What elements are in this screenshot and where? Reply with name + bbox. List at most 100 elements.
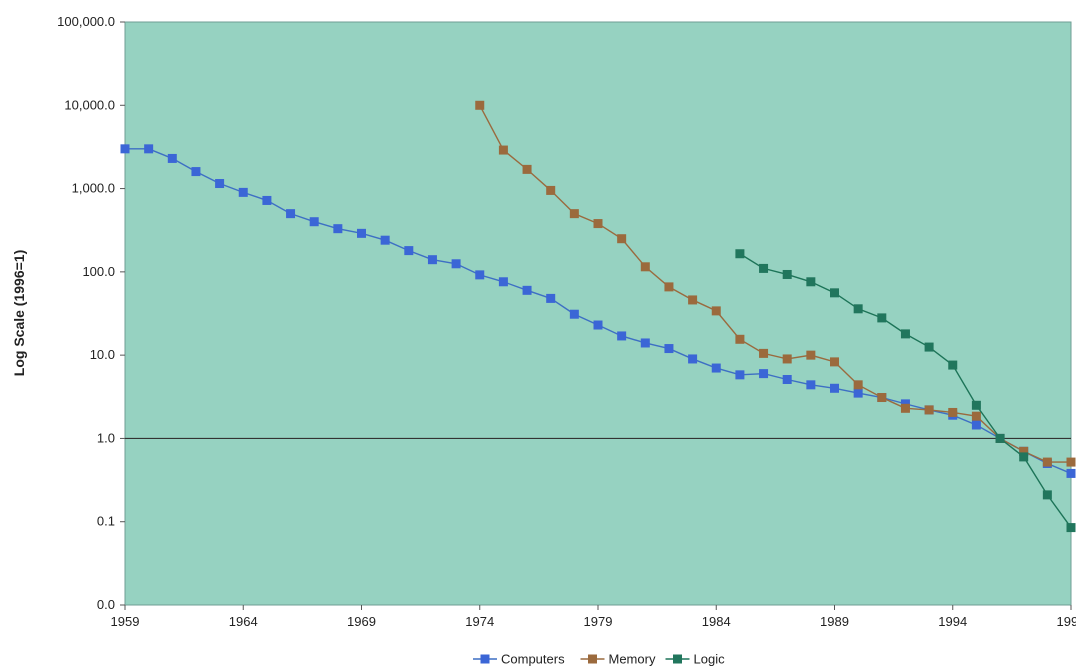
data-point-computers [782,374,792,384]
data-point-memory [735,334,745,344]
data-point-computers [971,420,981,430]
x-tick-label: 1974 [465,614,494,629]
data-point-memory [971,411,981,421]
plot-area [124,21,1072,606]
data-point-computers [830,383,839,393]
data-point-logic [900,329,910,339]
y-tick-label: 0.1 [97,514,115,529]
data-point-computers [380,235,390,245]
x-tick-label: 1959 [111,614,140,629]
x-tick-label: 1994 [938,614,967,629]
series-layer [120,100,1076,533]
data-point-memory [617,234,627,244]
data-point-memory [1042,457,1052,467]
data-point-memory [900,403,910,413]
data-point-logic [1019,452,1029,462]
series-logic [735,249,1076,533]
data-point-computers [853,388,863,398]
data-point-logic [759,263,769,273]
data-point-memory [593,219,603,229]
data-point-logic [924,342,934,352]
data-point-logic [806,277,816,287]
data-point-computers [215,179,225,189]
data-point-computers [451,259,461,269]
x-tick-label: 1964 [229,614,258,629]
data-point-computers [806,380,816,390]
data-point-computers [120,144,130,154]
data-point-logic [853,304,863,314]
y-tick-label: 1.0 [97,430,115,445]
data-point-computers [286,209,296,219]
data-point-computers [759,369,769,379]
legend-item-logic: Logic [665,652,726,667]
data-point-computers [333,224,343,234]
legend-item-computers: Computers [473,652,565,667]
data-point-computers [664,344,674,354]
y-axis-label: Log Scale (1996=1) [11,250,27,376]
data-point-computers [238,187,248,197]
data-point-memory [475,100,485,110]
data-point-computers [427,255,437,265]
y-axis-ticks: 0.0 0.1 1.0 10.0 100.0 1,000.0 10,000.0 100,000… [57,14,125,612]
data-point-computers [617,331,627,341]
data-point-memory [1019,446,1029,456]
data-point-memory [924,405,934,415]
data-point-memory [546,185,556,195]
data-point-memory [853,380,863,390]
data-point-computers [498,277,508,287]
y-tick-label: 0.0 [97,597,115,612]
data-point-memory [688,295,698,305]
legend-label: Logic [694,652,726,667]
x-tick-label: 1984 [702,614,731,629]
x-tick-label: 1969 [347,614,376,629]
data-point-computers [475,270,485,280]
data-point-memory [498,145,508,155]
data-point-computers [640,338,650,348]
data-point-memory [782,354,792,364]
legend-marker [480,654,490,664]
x-tick-label: 1989 [820,614,849,629]
legend-item-memory: Memory [580,652,656,667]
data-point-computers [546,293,556,303]
data-point-memory [877,393,887,403]
data-point-logic [948,360,958,370]
x-tick-label: 1979 [584,614,613,629]
legend-label: Computers [501,652,565,667]
data-point-memory [711,306,721,316]
data-point-logic [1042,490,1052,500]
data-point-memory [569,209,579,219]
data-point-computers [688,354,698,364]
data-point-logic [735,249,745,259]
data-point-computers [569,309,579,319]
data-point-memory [1066,457,1076,467]
data-point-computers [357,228,366,238]
data-point-memory [522,164,532,174]
x-axis-ticks: 1959 1964 1969 1974 1979 1984 1989 1994 1999 [111,605,1076,629]
data-point-memory [948,407,958,417]
data-point-computers [191,167,201,177]
data-point-logic [830,288,839,298]
data-point-logic [782,269,792,279]
y-tick-label: 100,000.0 [57,14,115,29]
legend-marker [673,654,682,664]
data-point-computers [735,370,745,380]
y-tick-label: 10.0 [90,347,115,362]
x-tick-label: 1999 [1057,614,1076,629]
data-point-computers [1066,468,1076,478]
data-point-memory [640,262,650,272]
data-point-memory [806,350,816,360]
data-point-computers [593,320,603,330]
data-point-memory [664,282,674,292]
data-point-logic [995,433,1005,443]
legend: Computers Memory Logic [473,652,725,667]
y-tick-label: 1,000.0 [72,181,115,196]
legend-label: Memory [609,652,656,667]
data-point-logic [971,400,981,410]
data-point-memory [830,357,839,367]
legend-marker [588,654,597,664]
y-tick-label: 100.0 [82,264,115,279]
data-point-computers [711,363,721,373]
data-point-computers [309,217,319,227]
